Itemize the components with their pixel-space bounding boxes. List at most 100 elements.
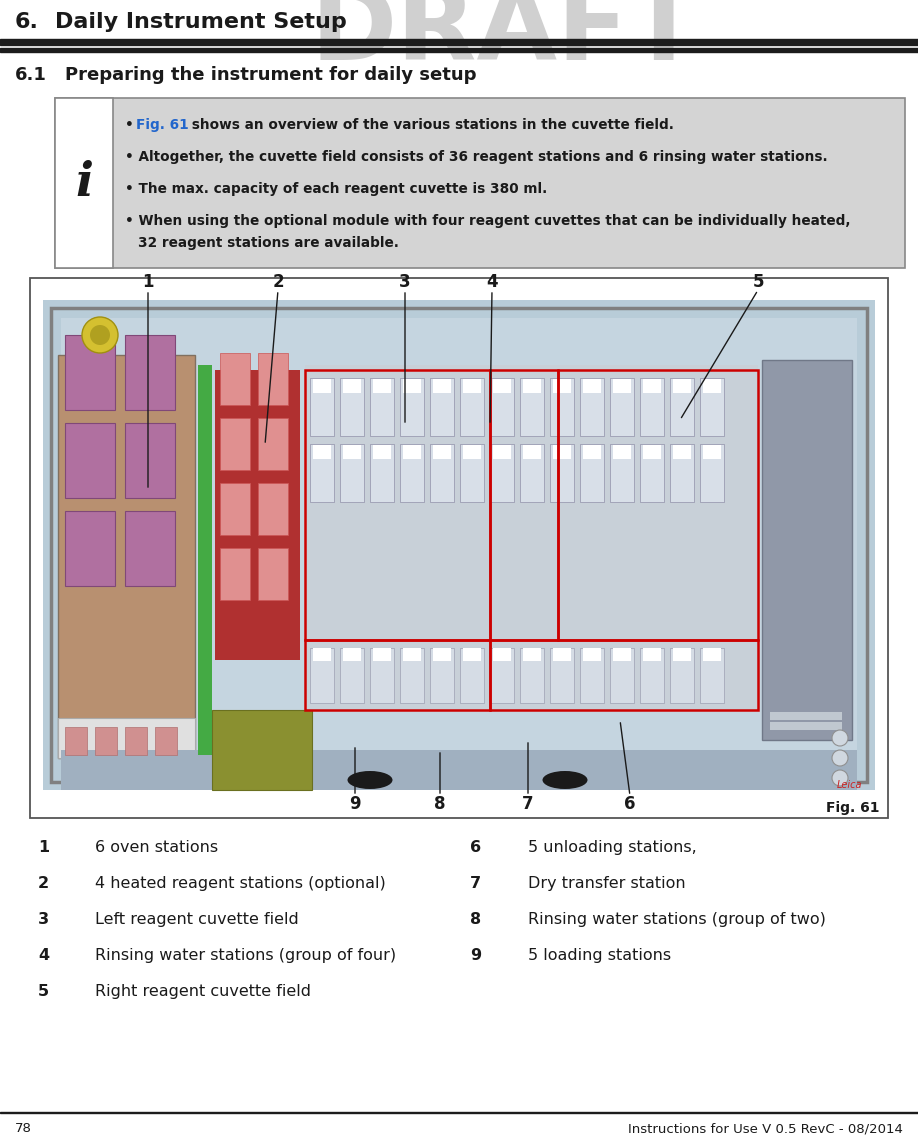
Bar (0, 39, 918, 45)
Bar (523, 445, 541, 459)
Bar (673, 379, 691, 393)
Bar (125, 335, 175, 410)
Bar (583, 379, 601, 393)
Bar (30, 278, 888, 818)
Bar (305, 365, 758, 710)
Bar (373, 445, 391, 459)
Circle shape (832, 770, 848, 786)
Bar (220, 353, 250, 405)
Bar (460, 443, 484, 502)
Text: Instructions for Use V 0.5 RevC - 08/2014: Instructions for Use V 0.5 RevC - 08/201… (628, 1122, 903, 1135)
Ellipse shape (543, 772, 588, 789)
Bar (463, 648, 481, 661)
Bar (61, 750, 857, 790)
Text: Left reagent cuvette field: Left reagent cuvette field (95, 912, 298, 927)
Ellipse shape (348, 772, 393, 789)
Bar (460, 378, 484, 435)
Bar (310, 648, 334, 703)
Text: 6: 6 (470, 840, 481, 855)
Bar (212, 710, 312, 790)
Text: Preparing the instrument for daily setup: Preparing the instrument for daily setup (65, 66, 476, 83)
Text: 7: 7 (522, 796, 533, 813)
Text: Fig. 61: Fig. 61 (826, 801, 880, 815)
Bar (640, 443, 664, 502)
Bar (313, 379, 331, 393)
Bar (125, 727, 147, 756)
Bar (58, 355, 195, 758)
Bar (125, 511, 175, 586)
Bar (490, 378, 514, 435)
Bar (463, 445, 481, 459)
Text: 5 unloading stations,: 5 unloading stations, (528, 840, 697, 855)
Bar (433, 445, 451, 459)
Bar (643, 648, 661, 661)
Bar (520, 443, 544, 502)
Bar (700, 378, 724, 435)
Bar (220, 483, 250, 535)
Text: 9: 9 (470, 948, 481, 964)
Bar (155, 727, 177, 756)
Bar (373, 379, 391, 393)
Circle shape (82, 317, 118, 353)
Text: 1: 1 (142, 273, 153, 291)
Bar (433, 648, 451, 661)
Text: 7: 7 (470, 876, 481, 892)
Bar (523, 648, 541, 661)
Text: i: i (75, 160, 93, 206)
Bar (673, 648, 691, 661)
Bar (762, 360, 852, 740)
Bar (65, 423, 115, 498)
Circle shape (832, 730, 848, 746)
Bar (65, 727, 87, 756)
Text: 3: 3 (399, 273, 411, 291)
Bar (490, 648, 514, 703)
Bar (0, 48, 918, 51)
Bar (523, 379, 541, 393)
Bar (493, 648, 511, 661)
Bar (340, 378, 364, 435)
Text: 2: 2 (273, 273, 284, 291)
Text: 6.1: 6.1 (15, 66, 47, 83)
Text: 6 oven stations: 6 oven stations (95, 840, 218, 855)
Text: DRAFT: DRAFT (310, 0, 700, 82)
Text: 9: 9 (349, 796, 361, 813)
Text: 8: 8 (434, 796, 446, 813)
Text: Rinsing water stations (group of four): Rinsing water stations (group of four) (95, 948, 397, 964)
Bar (258, 547, 288, 600)
Bar (198, 365, 212, 756)
Bar (700, 648, 724, 703)
Bar (670, 378, 694, 435)
Bar (215, 370, 300, 660)
Text: 3: 3 (38, 912, 50, 927)
Text: Dry transfer station: Dry transfer station (528, 876, 686, 892)
Text: 78: 78 (15, 1122, 32, 1135)
Bar (553, 648, 571, 661)
Bar (583, 648, 601, 661)
Bar (490, 370, 558, 640)
Bar (258, 483, 288, 535)
Text: shows an overview of the various stations in the cuvette field.: shows an overview of the various station… (187, 118, 674, 131)
Bar (640, 648, 664, 703)
Bar (373, 648, 391, 661)
Bar (370, 378, 394, 435)
Bar (343, 379, 361, 393)
Bar (305, 370, 490, 640)
Text: Daily Instrument Setup: Daily Instrument Setup (55, 11, 347, 32)
Bar (51, 307, 867, 782)
Bar (65, 335, 115, 410)
Bar (580, 443, 604, 502)
Bar (610, 648, 634, 703)
Bar (550, 648, 574, 703)
Bar (400, 443, 424, 502)
Text: •: • (125, 118, 139, 131)
Bar (313, 648, 331, 661)
Text: 8: 8 (470, 912, 481, 927)
Text: 1: 1 (38, 840, 50, 855)
Bar (430, 648, 454, 703)
Bar (340, 648, 364, 703)
Text: 5: 5 (752, 273, 764, 291)
Bar (703, 445, 721, 459)
Bar (65, 511, 115, 586)
Bar (670, 648, 694, 703)
Bar (703, 379, 721, 393)
